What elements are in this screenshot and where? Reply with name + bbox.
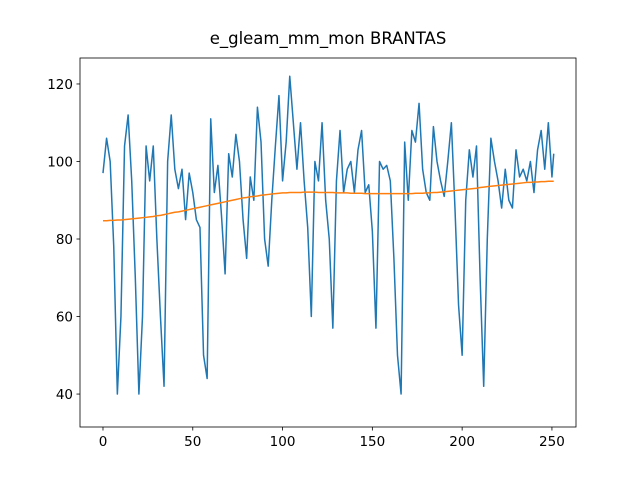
x-tick-label: 200 xyxy=(449,434,475,450)
x-tick-label: 0 xyxy=(99,434,108,450)
data-line xyxy=(102,75,555,395)
y-tick-label: 60 xyxy=(56,310,73,326)
y-tick-label: 100 xyxy=(47,154,73,170)
x-tick-label: 50 xyxy=(184,434,201,450)
y-tick-label: 40 xyxy=(56,387,73,403)
x-tick-label: 100 xyxy=(270,434,296,450)
y-tick-label: 120 xyxy=(47,77,73,93)
x-tick-label: 150 xyxy=(359,434,385,450)
data-line xyxy=(102,180,554,222)
plot-frame xyxy=(79,57,577,428)
chart-title: e_gleam_mm_mon BRANTAS xyxy=(210,29,447,49)
x-tick-label: 250 xyxy=(539,434,565,450)
y-tick-label: 80 xyxy=(56,232,73,248)
